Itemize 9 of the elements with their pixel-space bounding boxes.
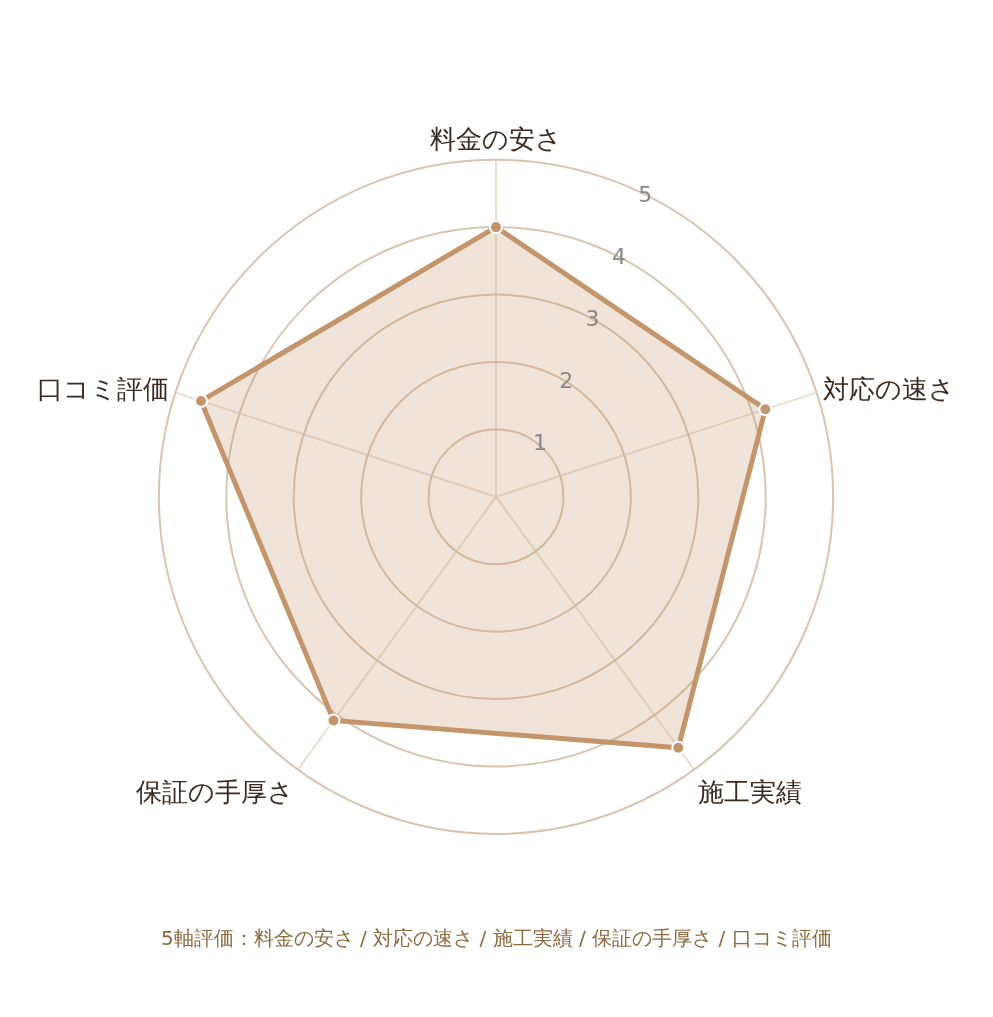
y-tick-label: 2 [559, 368, 574, 394]
y-tick-label: 1 [532, 430, 547, 456]
text: 5軸評価：料金の安さ / 対応の速さ / 施工実績 / 保証の手厚さ / 口コミ評価 [161, 926, 832, 950]
spoke-label: 施工実績 [697, 776, 802, 807]
spoke-label: 料金の安さ [430, 124, 562, 155]
spoke-label: 保証の手厚さ [136, 776, 295, 807]
spoke-label: 対応の速さ [822, 373, 955, 404]
spoke-label: 口コミ評価 [37, 373, 170, 404]
y-tick-label: 3 [585, 306, 600, 332]
